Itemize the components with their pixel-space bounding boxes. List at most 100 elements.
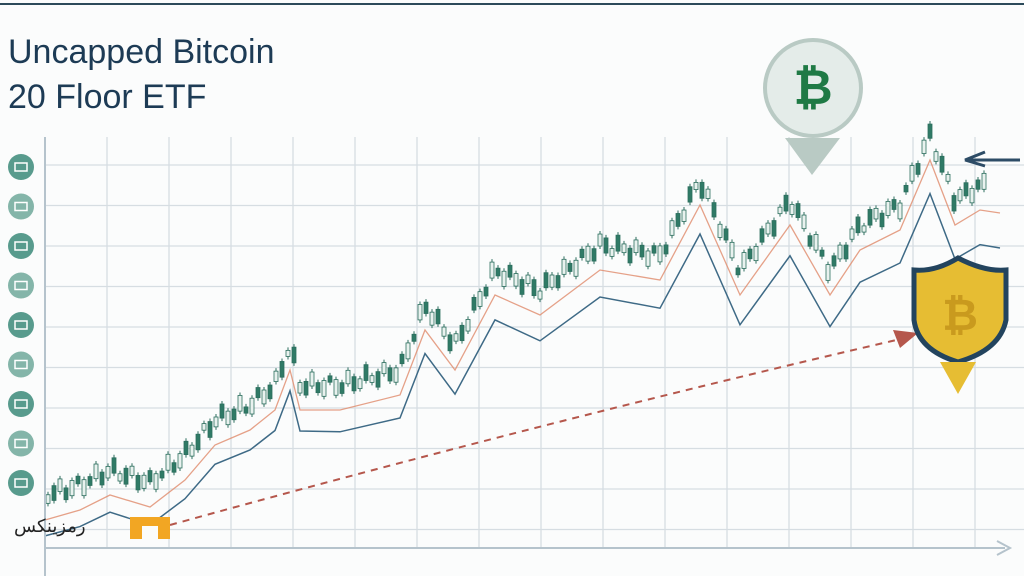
candle: [237, 395, 243, 412]
candle: [483, 286, 489, 297]
candle: [729, 241, 735, 259]
sidebar-icon: [8, 193, 34, 220]
sidebar-icon: [8, 312, 34, 338]
candle: [627, 247, 633, 264]
candle: [201, 423, 207, 431]
trend-arrowhead: [893, 330, 918, 348]
candle: [249, 397, 255, 415]
candle: [285, 349, 291, 357]
candle: [183, 440, 189, 455]
candle: [207, 421, 213, 438]
sidebar-icon: [8, 391, 34, 417]
candle: [849, 228, 855, 240]
candle: [585, 245, 591, 262]
candle: [621, 243, 627, 254]
sidebar-icon-glyph: [14, 320, 28, 330]
candle: [387, 367, 393, 382]
candle: [291, 346, 297, 364]
candle: [747, 248, 753, 260]
candle: [687, 186, 693, 203]
candle: [327, 375, 333, 383]
candle: [405, 342, 411, 360]
candle: [561, 258, 567, 275]
candle: [933, 151, 939, 162]
candle: [945, 173, 951, 182]
shield-bitcoin-icon: ₿: [942, 291, 978, 340]
candle: [819, 249, 825, 257]
candle: [81, 479, 87, 497]
candle: [375, 371, 381, 388]
candle: [573, 259, 579, 277]
candle: [957, 189, 963, 202]
candle: [825, 264, 831, 281]
candle: [873, 207, 879, 220]
candle: [69, 480, 75, 497]
candle: [165, 453, 171, 471]
candle: [537, 290, 543, 300]
ma-line: [44, 191, 1001, 537]
candle: [501, 270, 507, 287]
candle: [93, 463, 99, 480]
candle: [117, 473, 123, 482]
sidebar-icon: [8, 351, 34, 378]
candle: [411, 333, 417, 342]
ma-line: [44, 158, 1001, 521]
candle: [519, 279, 525, 295]
candle: [231, 408, 237, 421]
shield-tip: [940, 362, 976, 394]
candle: [765, 222, 771, 235]
candle: [153, 473, 159, 490]
candle: [861, 225, 867, 233]
candle: [531, 279, 537, 297]
candle: [567, 262, 573, 272]
candle: [495, 267, 501, 277]
x-axis-arrow: [996, 540, 1013, 556]
title-line2: 20 Floor ETF: [8, 78, 206, 116]
candle: [669, 220, 675, 236]
candle: [735, 267, 741, 276]
candle: [87, 476, 93, 486]
candle: [393, 367, 399, 383]
candle: [891, 199, 897, 210]
candle: [549, 274, 555, 288]
candle: [903, 184, 909, 193]
candle: [795, 203, 801, 219]
candle: [429, 311, 435, 326]
candle: [177, 453, 183, 469]
sidebar-icon-glyph: [14, 241, 28, 251]
candle: [789, 204, 795, 215]
sidebar-icon-glyph: [14, 438, 28, 449]
candle: [447, 334, 453, 352]
candle: [225, 410, 231, 426]
candle: [645, 250, 651, 267]
candle: [801, 214, 807, 230]
candle: [123, 467, 129, 485]
candle: [423, 301, 429, 314]
candle: [255, 387, 261, 399]
candle: [369, 375, 375, 383]
candle: [963, 182, 969, 197]
candle: [717, 223, 723, 238]
candle: [45, 494, 51, 504]
price-illustration: [44, 121, 1001, 537]
candle: [279, 361, 285, 378]
candle: [867, 209, 873, 226]
candle: [609, 248, 615, 257]
candle: [57, 478, 63, 492]
candle: [147, 470, 153, 483]
candle: [975, 179, 981, 190]
sidebar-icon-glyph: [14, 162, 28, 172]
candle: [441, 326, 447, 337]
candle: [363, 364, 369, 381]
sidebar-icon: [8, 430, 34, 457]
candle: [753, 246, 759, 262]
candle: [591, 248, 597, 262]
candle: [129, 465, 135, 476]
candle: [705, 188, 711, 199]
candle: [273, 370, 279, 382]
candle: [267, 384, 273, 400]
candle: [675, 213, 681, 227]
candle: [471, 296, 477, 311]
sidebar-icon-glyph: [14, 280, 28, 291]
